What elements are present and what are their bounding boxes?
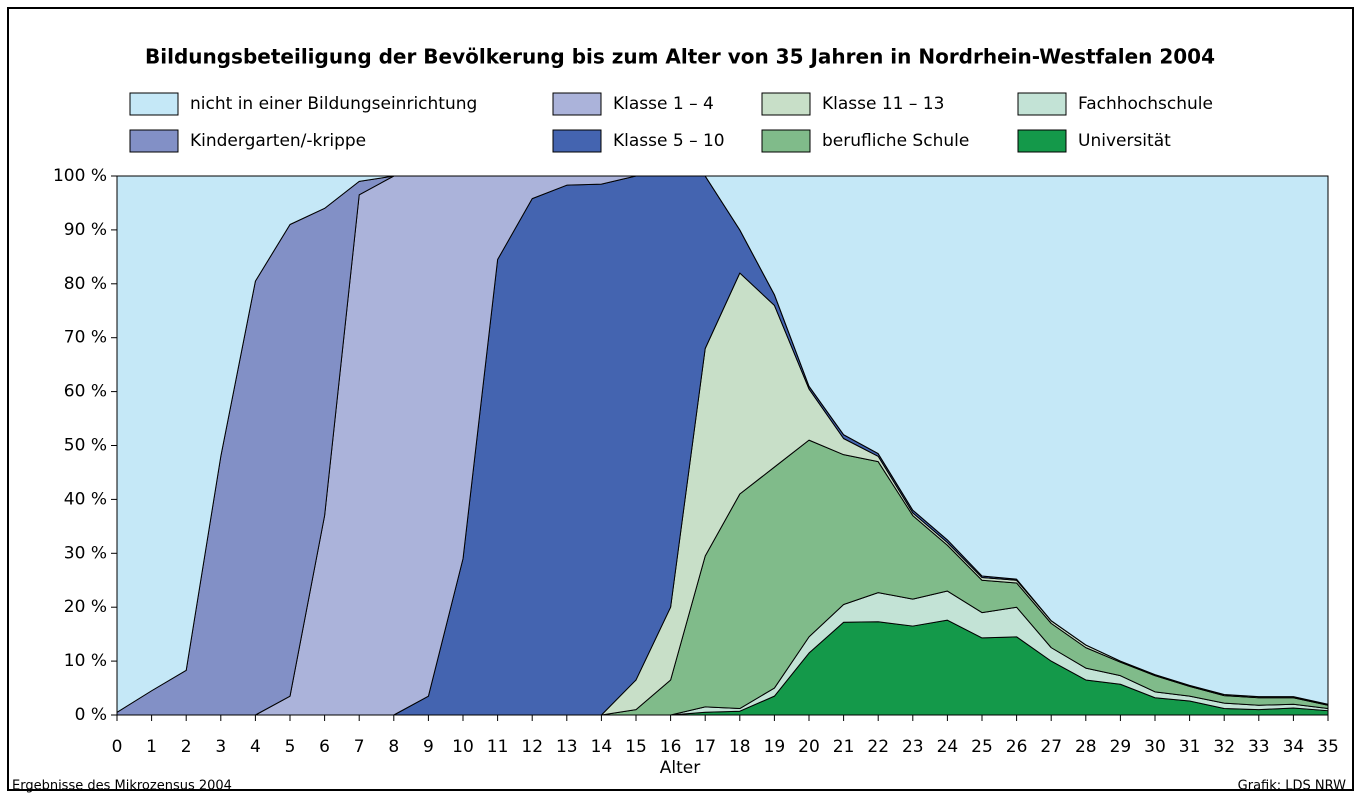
x-tick-label: 1 [146, 737, 157, 757]
x-tick-label: 32 [1213, 737, 1235, 757]
x-tick-label: 4 [250, 737, 261, 757]
y-tick-label: 20 % [64, 597, 107, 617]
legend-swatch [129, 129, 179, 153]
x-tick-label: 23 [902, 737, 924, 757]
x-tick-label: 29 [1110, 737, 1132, 757]
legend-swatch [552, 92, 602, 116]
legend-swatch [1017, 92, 1067, 116]
x-tick-label: 35 [1317, 737, 1339, 757]
y-tick-label: 80 % [64, 274, 107, 294]
legend-swatch [761, 129, 811, 153]
x-tick-label: 34 [1283, 737, 1305, 757]
legend-label: berufliche Schule [822, 131, 969, 151]
x-tick-label: 27 [1040, 737, 1062, 757]
legend-label: nicht in einer Bildungseinrichtung [190, 94, 477, 114]
legend-label: Universität [1078, 131, 1171, 151]
x-tick-label: 2 [181, 737, 192, 757]
legend-label: Kindergarten/-krippe [190, 131, 366, 151]
y-tick-label: 60 % [64, 382, 107, 402]
x-tick-label: 33 [1248, 737, 1270, 757]
x-tick-label: 21 [833, 737, 855, 757]
credit-note: Grafik: LDS NRW [1238, 779, 1346, 794]
x-tick-label: 30 [1144, 737, 1166, 757]
y-tick-label: 0 % [75, 705, 107, 725]
x-tick-label: 20 [798, 737, 820, 757]
legend-label: Klasse 5 – 10 [613, 131, 725, 151]
x-tick-label: 15 [625, 737, 647, 757]
x-tick-label: 12 [521, 737, 543, 757]
x-tick-label: 18 [729, 737, 751, 757]
legend-swatch [761, 92, 811, 116]
chart-title: Bildungsbeteiligung der Bevölkerung bis … [145, 45, 1215, 69]
x-tick-label: 19 [764, 737, 786, 757]
y-tick-label: 10 % [64, 651, 107, 671]
x-tick-label: 24 [937, 737, 959, 757]
legend-swatch [552, 129, 602, 153]
x-tick-label: 7 [354, 737, 365, 757]
x-tick-label: 8 [388, 737, 399, 757]
x-tick-label: 0 [112, 737, 123, 757]
y-tick-label: 40 % [64, 489, 107, 509]
x-tick-label: 5 [285, 737, 296, 757]
y-tick-label: 50 % [64, 436, 107, 456]
x-tick-label: 17 [694, 737, 716, 757]
legend-swatch [1017, 129, 1067, 153]
x-tick-label: 9 [423, 737, 434, 757]
x-tick-label: 25 [971, 737, 993, 757]
legend-label: Klasse 11 – 13 [822, 94, 944, 114]
x-tick-label: 11 [487, 737, 509, 757]
y-tick-label: 90 % [64, 220, 107, 240]
source-note: Ergebnisse des Mikrozensus 2004 [12, 779, 232, 794]
y-tick-label: 100 % [53, 166, 107, 186]
x-tick-label: 13 [556, 737, 578, 757]
legend-label: Fachhochschule [1078, 94, 1213, 114]
y-tick-label: 70 % [64, 328, 107, 348]
x-tick-label: 28 [1075, 737, 1097, 757]
x-tick-label: 31 [1179, 737, 1201, 757]
legend-swatch [129, 92, 179, 116]
x-tick-label: 26 [1006, 737, 1028, 757]
x-tick-label: 22 [867, 737, 889, 757]
x-tick-label: 6 [319, 737, 330, 757]
x-tick-label: 14 [591, 737, 613, 757]
x-axis-label: Alter [660, 758, 700, 778]
legend-label: Klasse 1 – 4 [613, 94, 714, 114]
x-tick-label: 16 [660, 737, 682, 757]
x-tick-label: 10 [452, 737, 474, 757]
y-tick-label: 30 % [64, 543, 107, 563]
x-tick-label: 3 [215, 737, 226, 757]
